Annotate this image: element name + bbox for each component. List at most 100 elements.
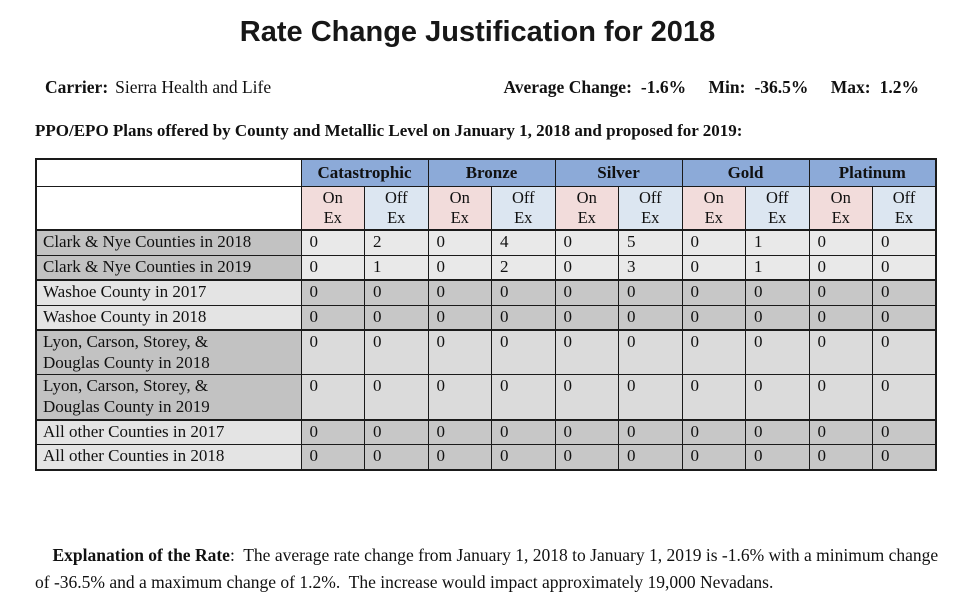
value-cell: 0 — [554, 254, 620, 281]
value-cell: 0 — [808, 304, 874, 331]
value-cell: 0 — [491, 444, 556, 471]
value-cell: 0 — [554, 304, 620, 331]
value-cell: 2 — [364, 229, 429, 256]
value-cell: 0 — [491, 418, 556, 446]
value-cell: 0 — [681, 254, 747, 281]
document-page: Rate Change Justification for 2018 Carri… — [0, 16, 955, 594]
value-cell: 0 — [491, 304, 556, 331]
value-cell: 0 — [808, 444, 874, 471]
value-cell: 0 — [681, 444, 747, 471]
value-cell: 0 — [808, 279, 874, 306]
on-ex-header-catastrophic: On Ex — [300, 186, 365, 231]
value-cell: 0 — [427, 329, 493, 376]
value-cell: 0 — [300, 304, 365, 331]
value-cell: 0 — [618, 304, 683, 331]
metallic-header-catastrophic: Catastrophic — [300, 158, 429, 187]
value-cell: 0 — [872, 374, 937, 421]
value-cell: 0 — [618, 329, 683, 376]
metallic-header-silver: Silver — [554, 158, 683, 187]
value-cell: 0 — [427, 279, 493, 306]
value-cell: 0 — [554, 229, 620, 256]
value-cell: 0 — [681, 418, 747, 446]
on-ex-header-silver: On Ex — [554, 186, 620, 231]
carrier-line: Carrier: Sierra Health and Life — [45, 77, 271, 98]
value-cell: 0 — [872, 444, 937, 471]
value-cell: 0 — [872, 329, 937, 376]
table-caption: PPO/EPO Plans offered by County and Meta… — [35, 121, 743, 140]
info-row: Carrier: Sierra Health and Life Average C… — [45, 77, 919, 98]
value-cell: 0 — [554, 329, 620, 376]
value-cell: 0 — [554, 279, 620, 306]
value-cell: 0 — [745, 374, 810, 421]
on-ex-header-platinum: On Ex — [808, 186, 874, 231]
value-cell: 0 — [681, 329, 747, 376]
table-row: Washoe County in 2018 0 0 0 0 0 0 0 0 0 0 — [35, 304, 937, 331]
rate-stats: Average Change: -1.6% Min: -36.5% Max: 1.2% — [503, 77, 919, 98]
value-cell: 2 — [491, 254, 556, 281]
value-cell: 0 — [300, 418, 365, 446]
explanation-text: : The average rate change from January 1… — [35, 544, 943, 592]
value-cell: 0 — [808, 418, 874, 446]
value-cell: 4 — [491, 229, 556, 256]
on-ex-header-gold: On Ex — [681, 186, 747, 231]
value-cell: 0 — [427, 374, 493, 421]
value-cell: 0 — [745, 329, 810, 376]
value-cell: 0 — [300, 279, 365, 306]
exchange-header-row: On Ex Off Ex On Ex Off Ex On Ex Off Ex On Ex Off Ex On Ex… — [35, 186, 937, 231]
explanation-label: Explanation of the Rate — [52, 544, 230, 565]
value-cell: 0 — [808, 254, 874, 281]
plans-table-body: Clark & Nye Counties in 2018 0 2 0 4 0 5 0 1 0 0 Cl… — [35, 229, 937, 471]
value-cell: 0 — [364, 279, 429, 306]
row-label: Clark & Nye Counties in 2018 — [35, 229, 302, 256]
row-label: All other Counties in 2017 — [35, 418, 302, 446]
value-cell: 0 — [618, 418, 683, 446]
max-value: 1.2% — [879, 77, 919, 97]
table-corner-cell — [35, 186, 302, 231]
row-label: Washoe County in 2017 — [35, 279, 302, 306]
row-label: Clark & Nye Counties in 2019 — [35, 254, 302, 281]
min-label: Min: — [708, 77, 746, 97]
value-cell: 3 — [618, 254, 683, 281]
explanation: Explanation of the Rate: The average rat… — [35, 515, 941, 594]
value-cell: 0 — [427, 229, 493, 256]
value-cell: 0 — [681, 229, 747, 256]
off-ex-header-bronze: Off Ex — [491, 186, 556, 231]
plans-table: Catastrophic Bronze Silver Gold Platinum On Ex… — [35, 158, 938, 471]
table-row: Lyon, Carson, Storey, & Douglas County i… — [35, 329, 937, 376]
metallic-header-row: Catastrophic Bronze Silver Gold Platinum — [35, 158, 937, 187]
metallic-header-gold: Gold — [681, 158, 810, 187]
value-cell: 0 — [554, 444, 620, 471]
carrier-name: Sierra Health and Life — [115, 77, 272, 97]
plans-table-head: Catastrophic Bronze Silver Gold Platinum On Ex… — [35, 158, 937, 231]
value-cell: 0 — [491, 279, 556, 306]
row-label: Lyon, Carson, Storey, & Douglas County i… — [35, 374, 302, 421]
value-cell: 0 — [745, 279, 810, 306]
min-value: -36.5% — [754, 77, 809, 97]
value-cell: 0 — [364, 374, 429, 421]
table-row: All other Counties in 2017 0 0 0 0 0 0 0 0 0 0 — [35, 418, 937, 446]
off-ex-header-catastrophic: Off Ex — [364, 186, 429, 231]
value-cell: 0 — [872, 254, 937, 281]
off-ex-header-platinum: Off Ex — [872, 186, 937, 231]
value-cell: 0 — [364, 444, 429, 471]
table-row: Washoe County in 2017 0 0 0 0 0 0 0 0 0 0 — [35, 279, 937, 306]
value-cell: 1 — [745, 229, 810, 256]
value-cell: 0 — [808, 374, 874, 421]
value-cell: 0 — [300, 374, 365, 421]
value-cell: 1 — [364, 254, 429, 281]
value-cell: 0 — [745, 304, 810, 331]
value-cell: 0 — [554, 374, 620, 421]
value-cell: 0 — [872, 229, 937, 256]
value-cell: 0 — [427, 254, 493, 281]
value-cell: 0 — [554, 418, 620, 446]
avg-change-label: Average Change: — [503, 77, 632, 97]
on-ex-header-bronze: On Ex — [427, 186, 493, 231]
metallic-header-bronze: Bronze — [427, 158, 556, 187]
value-cell: 0 — [618, 279, 683, 306]
value-cell: 0 — [808, 329, 874, 376]
value-cell: 0 — [745, 418, 810, 446]
value-cell: 0 — [745, 444, 810, 471]
off-ex-header-gold: Off Ex — [745, 186, 810, 231]
value-cell: 0 — [364, 418, 429, 446]
value-cell: 0 — [427, 444, 493, 471]
